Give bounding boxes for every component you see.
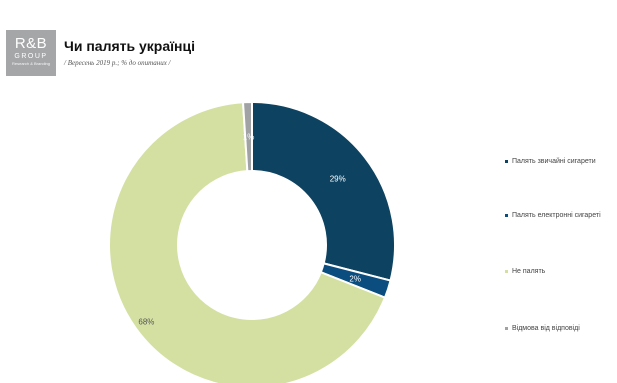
legend-label: Палять електронні сигареті: [512, 212, 601, 219]
legend-item-regular-cigarettes: Палять звичайні сигарети: [505, 158, 596, 165]
legend-label: Відмова від відповіді: [512, 325, 580, 332]
logo-main-text: R&B: [14, 35, 48, 52]
legend-item-electronic-cigarettes: Палять електронні сигареті: [505, 212, 601, 219]
data-label-regular-cigarettes: 29%: [330, 174, 346, 183]
legend-swatch: [505, 270, 508, 273]
slice-non-smokers: [108, 101, 387, 383]
chart-title: Чи палять українці: [64, 38, 196, 54]
company-logo: R&B GROUP Research & Branding: [6, 30, 56, 76]
slice-regular-cigarettes: [251, 100, 396, 282]
legend-swatch: [505, 160, 508, 163]
chart-subtitle: / Вересень 2019 р.; % до опитаних /: [64, 59, 171, 67]
chart-legend: Палять звичайні сигарети Палять електронн…: [505, 0, 617, 383]
legend-swatch: [505, 214, 508, 217]
legend-label: Не палять: [512, 268, 546, 275]
logo-tagline: Research & Branding: [11, 61, 51, 66]
data-label-non-smokers: 68%: [138, 318, 154, 327]
legend-item-non-smokers: Не палять: [505, 268, 545, 275]
slice-refused: [241, 100, 253, 173]
legend-label: Палять звичайні сигарети: [512, 158, 596, 165]
logo-sub-text: GROUP: [14, 53, 48, 60]
legend-swatch: [505, 327, 508, 330]
data-label-refused: 1%: [243, 133, 255, 142]
data-label-electronic-cigarettes: 2%: [349, 275, 361, 284]
legend-item-refused: Відмова від відповіді: [505, 325, 580, 332]
